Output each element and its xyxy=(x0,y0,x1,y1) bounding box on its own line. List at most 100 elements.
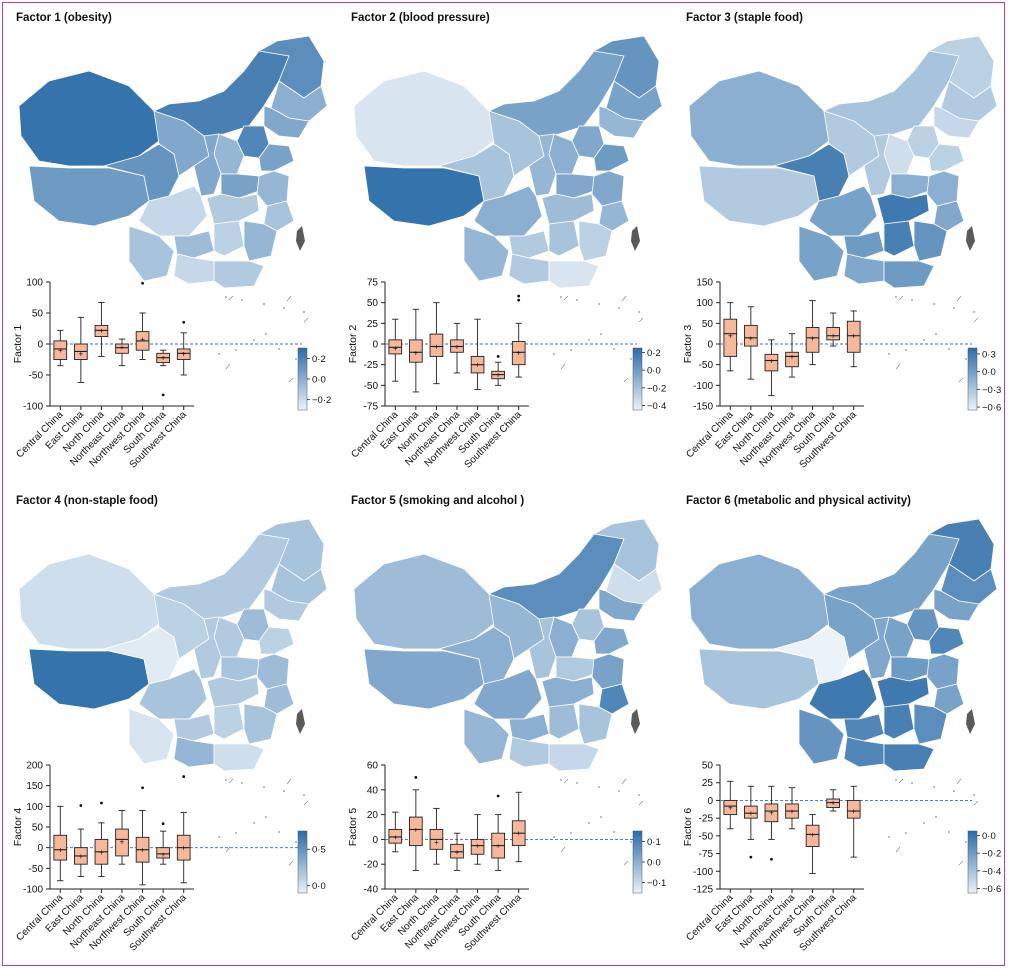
outlier-point xyxy=(770,857,773,861)
inset-island xyxy=(278,831,280,833)
box-mean-marker: + xyxy=(810,334,815,343)
map-region-taiwan xyxy=(296,709,305,734)
map-region-hunan xyxy=(883,220,915,257)
y-tick-label: -75 xyxy=(699,849,714,860)
inset-boundary xyxy=(225,363,231,370)
box-northeast-china: +Northeast China xyxy=(738,333,799,468)
box-mean-marker: + xyxy=(475,842,480,851)
inset-island xyxy=(283,307,285,309)
outlier-point xyxy=(496,794,500,798)
inset-boundary xyxy=(956,295,962,302)
legend-tick-label: 0·0 xyxy=(647,858,661,869)
inset-island xyxy=(948,831,950,833)
map-region-zhejiang xyxy=(263,683,295,715)
box-iqr xyxy=(826,798,840,808)
legend-colorbar xyxy=(967,830,978,894)
map-region-hunan xyxy=(548,220,580,257)
box-iqr xyxy=(805,824,820,847)
box-iqr xyxy=(846,799,861,819)
y-tick-label: 0 xyxy=(37,340,43,351)
box-mean-marker: + xyxy=(749,809,754,818)
inset-island xyxy=(638,311,640,313)
legend-tick-label: −0·6 xyxy=(982,403,1001,414)
inset-boundary xyxy=(895,846,901,853)
inset-island xyxy=(598,303,600,305)
map-region-tibet xyxy=(28,648,150,710)
color-legend: 0·2 0·0 −0·2 −0·4 xyxy=(632,347,666,412)
inset-island xyxy=(953,790,955,792)
inset-island xyxy=(295,841,297,843)
map-region-hunan xyxy=(548,703,580,740)
inset-island xyxy=(303,311,305,313)
legend-tick-label: 0·0 xyxy=(982,831,996,842)
map-region-tibet xyxy=(698,648,820,710)
legend-tick-label: −0·1 xyxy=(647,878,666,889)
inset-island xyxy=(618,790,620,792)
inset-island xyxy=(953,307,955,309)
y-tick-label: 0 xyxy=(37,843,43,854)
map-region-yunnan xyxy=(798,225,845,282)
box-iqr xyxy=(53,834,68,861)
factor-panel-1: Factor 1 (obesity) 100 50 0 -50 -100 Factor 1 +… xyxy=(4,4,334,482)
inset-island xyxy=(283,790,285,792)
inset-boundary xyxy=(228,778,234,784)
map-region-henan xyxy=(555,173,595,199)
y-tick-label: 50 xyxy=(32,309,44,320)
outlier-point xyxy=(141,786,144,790)
panel-title: Factor 5 (smoking and alcohol ) xyxy=(351,495,525,507)
map-region-hunan xyxy=(883,703,915,740)
map-region-guangdong xyxy=(213,260,265,289)
legend-tick-label: 0·5 xyxy=(312,845,326,856)
inset-island xyxy=(923,822,925,824)
china-map xyxy=(18,518,328,772)
map-region-jiangxi_fujian xyxy=(243,703,278,745)
box-mean-marker: + xyxy=(181,349,186,358)
map-region-shandong xyxy=(593,143,630,172)
map-region-liaoning xyxy=(598,588,645,622)
map-region-henan xyxy=(220,656,260,682)
legend-tick-label: −0·4 xyxy=(647,401,666,412)
outlier-point xyxy=(161,822,165,826)
y-tick-label: 40 xyxy=(367,785,379,796)
box-iqr xyxy=(470,838,485,855)
map-region-xinjiang xyxy=(18,70,160,167)
inset-island xyxy=(235,832,237,834)
map-region-zhejiang xyxy=(263,200,295,232)
map-region-jiangsu_anhui xyxy=(591,170,625,207)
y-tick-label: -25 xyxy=(699,814,714,825)
map-region-guangdong xyxy=(883,743,935,772)
box-mean-marker: + xyxy=(790,352,795,361)
inset-island xyxy=(895,779,897,781)
box-mean-marker: + xyxy=(496,842,501,851)
box-mean-marker: + xyxy=(79,852,84,861)
map-region-tibet xyxy=(363,648,485,710)
map-region-liaoning xyxy=(933,588,980,622)
box-mean-marker: + xyxy=(769,808,774,817)
box-iqr xyxy=(115,828,129,857)
inset-island xyxy=(935,816,937,818)
legend-tick-label: 0·1 xyxy=(647,837,661,848)
legend-tick-label: 0·2 xyxy=(647,348,661,359)
inset-boundary xyxy=(895,363,901,370)
box-iqr xyxy=(744,324,758,347)
inset-island xyxy=(911,299,913,301)
legend-tick-label: 0·3 xyxy=(982,349,996,360)
y-tick-label: 60 xyxy=(367,761,379,772)
inset-island xyxy=(218,836,220,838)
inset-island xyxy=(973,311,975,313)
map-region-shandong xyxy=(258,626,295,655)
y-tick-label: 200 xyxy=(26,761,43,772)
box-iqr xyxy=(826,327,840,341)
box-mean-marker: + xyxy=(831,799,836,808)
inset-island xyxy=(905,349,907,351)
inset-boundary xyxy=(286,778,292,785)
y-tick-label: -100 xyxy=(23,885,43,896)
box-mean-marker: + xyxy=(161,354,166,363)
